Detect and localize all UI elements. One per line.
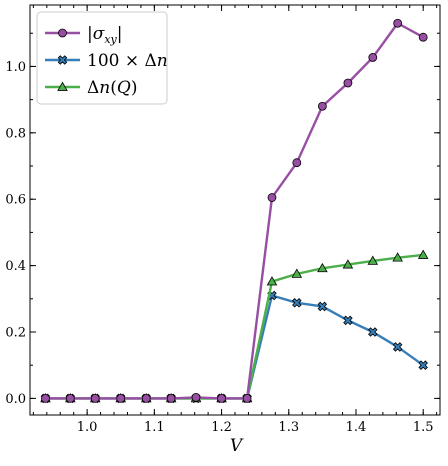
x-tick-label: 1.4	[346, 420, 367, 435]
x-tick-label: 1.5	[413, 420, 434, 435]
triangle-marker	[317, 262, 328, 273]
legend-item: Δn(Q)	[45, 78, 137, 98]
series-x	[40, 290, 428, 404]
x-marker	[392, 342, 403, 352]
y-tick-label: 0.6	[5, 193, 26, 208]
y-tick-label: 0.4	[5, 259, 26, 274]
x-marker	[292, 298, 302, 308]
triangle-marker	[57, 81, 68, 91]
x-marker	[343, 315, 353, 326]
x-tick-label: 1.3	[278, 420, 299, 435]
triangle-marker	[291, 268, 303, 278]
circle-marker	[116, 394, 126, 403]
circle-marker	[58, 28, 67, 38]
circle-marker	[166, 394, 176, 403]
x-marker	[418, 360, 428, 370]
triangle-marker	[266, 276, 278, 286]
y-tick-label: 0.8	[5, 126, 26, 141]
circle-marker	[141, 394, 151, 403]
legend-label: 100 × Δn	[87, 51, 168, 71]
series-line	[45, 253, 424, 400]
circle-marker	[317, 101, 327, 111]
y-tick-label: 0.0	[5, 392, 26, 407]
circle-marker	[191, 393, 201, 402]
circle-marker	[242, 394, 252, 403]
circle-marker	[217, 394, 226, 403]
series-line	[45, 22, 424, 400]
circle-marker	[368, 53, 378, 62]
x-marker	[368, 327, 378, 337]
circle-marker	[267, 193, 277, 202]
circle-marker	[65, 394, 75, 403]
triangle-marker	[417, 249, 429, 259]
triangle-marker	[342, 259, 354, 269]
series-layer	[40, 18, 429, 404]
x-tick-label: 1.0	[77, 420, 98, 435]
legend-box	[36, 11, 168, 105]
circle-marker	[292, 158, 302, 168]
circle-marker	[90, 394, 100, 403]
y-tick-label: 1.0	[5, 60, 26, 75]
legend-item: |σxy|	[45, 24, 123, 46]
ticks-layer: 1.0 1.1 1.2 1.3 1.4 1.5 0.0 0.2 0.4 0.6 0.8 1.0	[5, 5, 440, 435]
series-line	[45, 294, 424, 400]
triangle-marker	[367, 255, 379, 265]
x-axis-title: V	[230, 436, 244, 456]
series-triangle	[40, 249, 429, 403]
x-tick-label: 1.2	[211, 420, 232, 435]
x-tick-label: 1.1	[144, 420, 165, 435]
x-marker	[57, 55, 68, 65]
series-circle	[41, 18, 428, 403]
y-tick-label: 0.2	[5, 326, 26, 341]
legend-label: Δn(Q)	[87, 78, 137, 98]
x-marker	[317, 301, 328, 312]
circle-marker	[343, 78, 353, 88]
circle-marker	[393, 18, 403, 28]
legend: |σxy| 100 × Δn Δn(Q)	[36, 11, 168, 105]
circle-marker	[41, 394, 50, 403]
legend-item: 100 × Δn	[45, 51, 168, 71]
triangle-marker	[392, 252, 403, 262]
circle-marker	[418, 32, 428, 42]
legend-label: |σxy|	[87, 24, 123, 46]
